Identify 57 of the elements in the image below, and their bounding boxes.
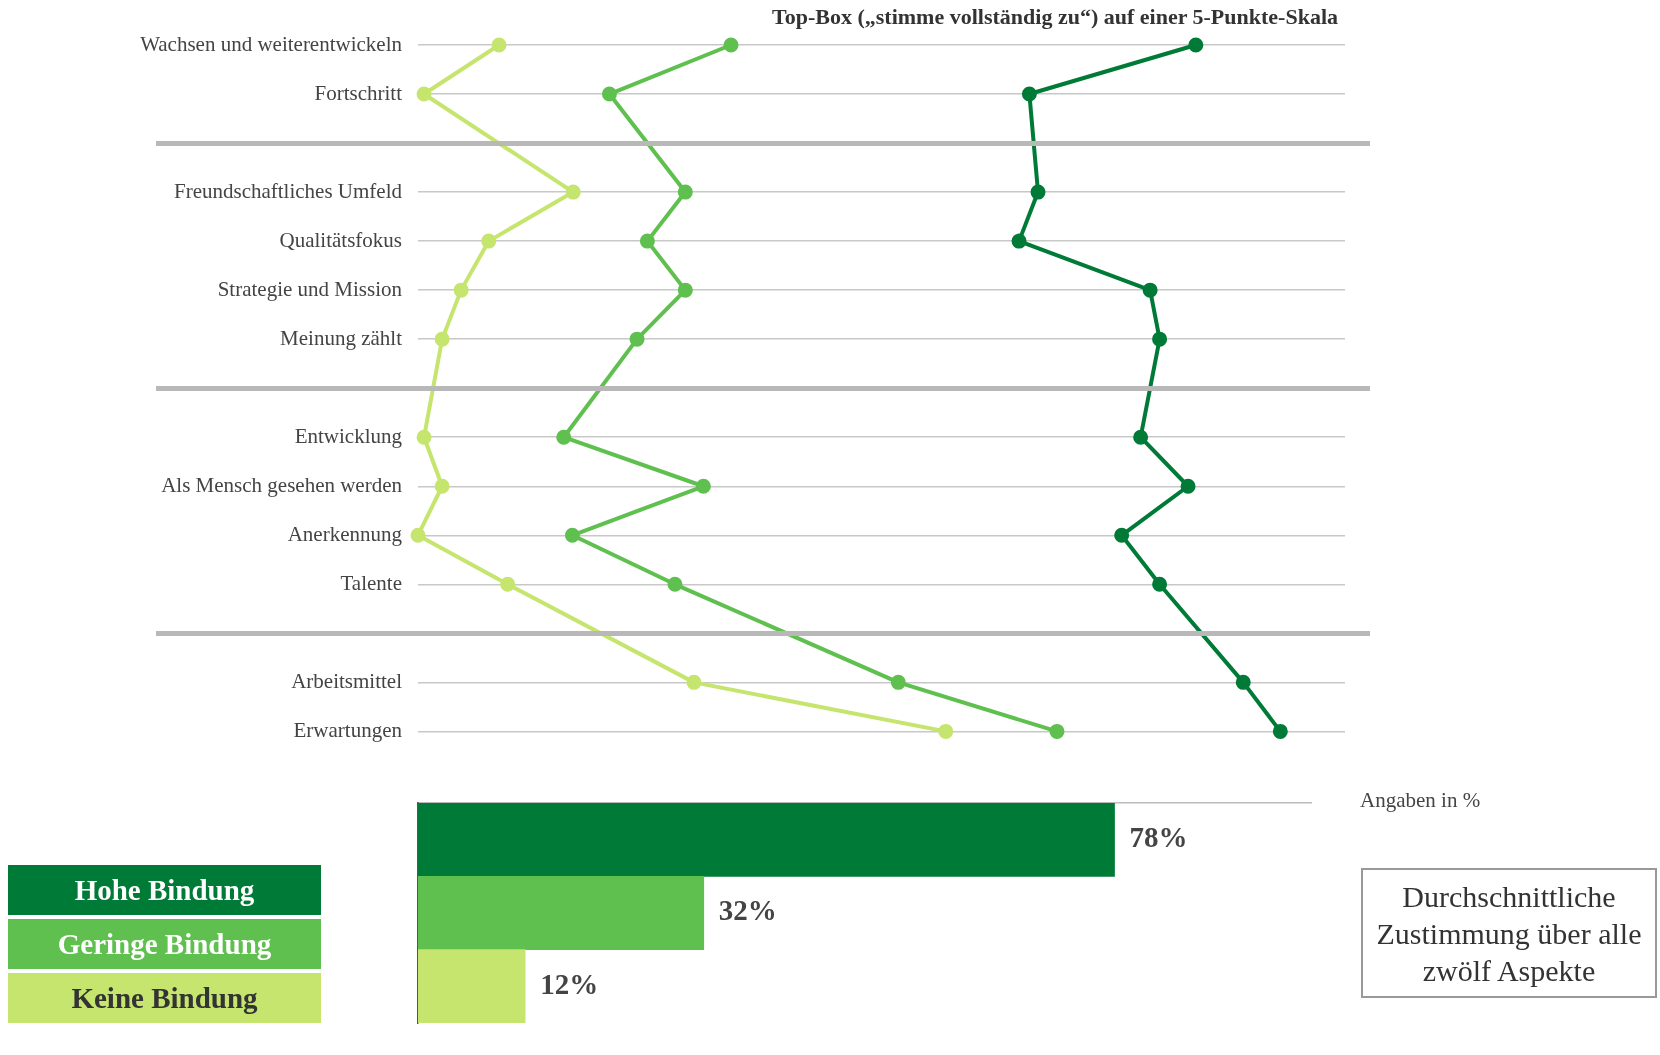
y-tick-label: Strategie und Mission	[217, 276, 403, 301]
point	[695, 478, 711, 494]
text: Geringe Bindung	[8, 919, 321, 969]
point	[565, 184, 581, 200]
point	[556, 429, 572, 445]
text: Hohe Bindung	[8, 865, 321, 915]
data-label: 12%	[540, 967, 599, 1000]
y-tick-label: Als Mensch gesehen werden	[161, 472, 403, 497]
data-label: 78%	[1129, 821, 1188, 854]
point	[1049, 723, 1065, 739]
point	[1114, 527, 1130, 543]
y-tick-label: Meinung zählt	[280, 325, 403, 350]
point	[434, 478, 450, 494]
point	[1011, 233, 1027, 249]
y-tick-label: Talente	[340, 570, 402, 595]
point	[1030, 184, 1046, 200]
point	[938, 723, 954, 739]
point	[890, 674, 906, 690]
point	[601, 86, 617, 102]
point	[677, 184, 693, 200]
point	[416, 86, 432, 102]
point	[1180, 478, 1196, 494]
text: Keine Bindung	[8, 973, 321, 1023]
y-tick-label: Erwartungen	[293, 717, 403, 742]
text: Angaben in %	[1360, 788, 1481, 813]
point	[1152, 331, 1168, 347]
text: Durchschnittliche Zustimmung über alle zwölf Aspekte	[1361, 868, 1657, 998]
point	[453, 282, 469, 298]
y-tick-label: Arbeitsmittel	[291, 668, 403, 693]
point	[410, 527, 426, 543]
point	[1021, 86, 1037, 102]
point	[434, 331, 450, 347]
point	[1133, 429, 1149, 445]
point	[677, 282, 693, 298]
y-tick-label: Freundschaftliches Umfeld	[173, 178, 403, 203]
point	[481, 233, 497, 249]
point	[564, 527, 580, 543]
y-tick-label: Wachsen und weiterentwickeln	[140, 31, 403, 56]
point	[629, 331, 645, 347]
point	[491, 37, 507, 53]
y-tick-label: Anerkennung	[287, 521, 403, 546]
y-tick-label: Qualitätsfokus	[279, 227, 402, 252]
point	[500, 576, 516, 592]
y-tick-label: Entwicklung	[294, 423, 403, 448]
point	[1142, 282, 1158, 298]
data-label: 32%	[718, 894, 777, 927]
point	[1235, 674, 1251, 690]
point	[1272, 723, 1288, 739]
y-tick-label: Fortschritt	[314, 80, 403, 105]
point	[686, 674, 702, 690]
chart-title: Top-Box („stimme vollständig zu“) auf einer 5-Punkte-Skala	[771, 4, 1338, 30]
point	[639, 233, 655, 249]
point	[723, 37, 739, 53]
point	[667, 576, 683, 592]
point	[1188, 37, 1204, 53]
point	[1152, 576, 1168, 592]
point	[416, 429, 432, 445]
